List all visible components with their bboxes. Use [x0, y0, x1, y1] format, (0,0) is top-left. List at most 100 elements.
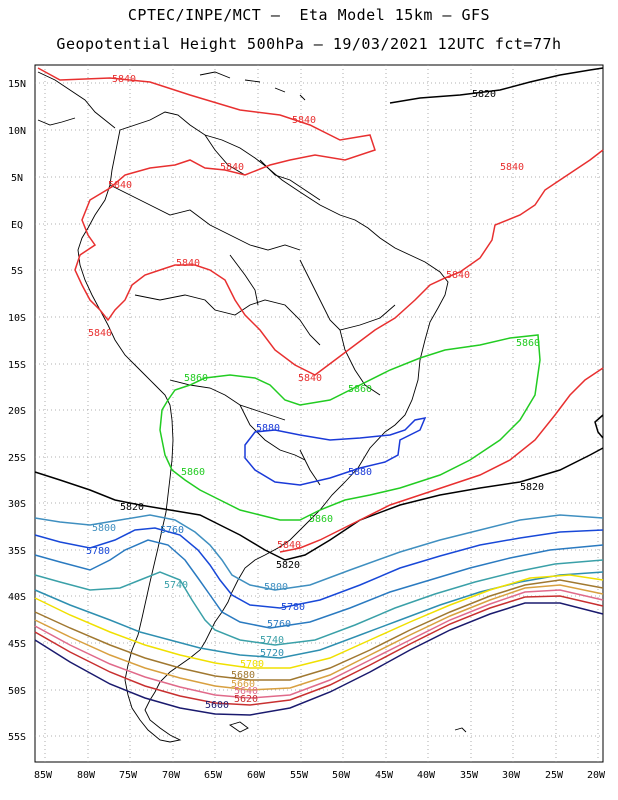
lon-label: 20W: [587, 770, 606, 781]
contour-label-5840: 5840: [88, 328, 112, 339]
lon-label: 55W: [290, 770, 309, 781]
lat-label: 25S: [8, 453, 26, 464]
contour-label-5820: 5820: [120, 502, 144, 513]
lat-label: 15S: [8, 360, 26, 371]
lon-label: 65W: [204, 770, 223, 781]
lat-label: 20S: [8, 406, 26, 417]
contour-label-5840: 5840: [220, 162, 244, 173]
contour-labels: 5840 5840 5840 5840 5840 5840 5840 5840 …: [86, 74, 544, 711]
lat-label: 10S: [8, 313, 26, 324]
lon-label: 75W: [119, 770, 138, 781]
caribbean-islands: [199, 71, 306, 101]
central-america-coastline: [37, 117, 76, 126]
contour-label-5840: 5840: [277, 540, 301, 551]
contour-5780: [34, 527, 604, 609]
lat-label: EQ: [11, 220, 23, 231]
lon-label: 35W: [460, 770, 479, 781]
contour-label-5840: 5840: [446, 270, 470, 281]
contour-5700: [34, 574, 604, 669]
lon-label: 80W: [77, 770, 96, 781]
contour-label-5820: 5820: [520, 482, 544, 493]
contour-label-5840: 5840: [108, 180, 132, 191]
contour-5640: [34, 589, 604, 699]
contour-label-5840: 5840: [112, 74, 136, 85]
contour-5880: [244, 416, 427, 486]
country-borders: [109, 184, 301, 251]
contour-label-5780: 5780: [86, 546, 110, 557]
contour-label-5860: 5860: [181, 467, 205, 478]
contour-label-5700: 5700: [240, 659, 264, 670]
lon-label: 70W: [162, 770, 181, 781]
lon-label: 40W: [417, 770, 436, 781]
contour-label-5820: 5820: [276, 560, 300, 571]
contour-label-5620: 5620: [234, 694, 258, 705]
contour-label-5660: 5660: [231, 679, 255, 690]
contour-label-5860: 5860: [348, 384, 372, 395]
contour-label-5880: 5880: [256, 423, 280, 434]
country-borders: [204, 134, 246, 176]
contour-label-5860: 5860: [184, 373, 208, 384]
lat-label: 10N: [8, 126, 26, 137]
contour-label-5820: 5820: [472, 89, 496, 100]
latitude-labels: 15N 10N 5N EQ 5S 10S 15S 20S 25S 30S 35S…: [8, 79, 26, 743]
contour-label-5840: 5840: [298, 373, 322, 384]
lat-label: 45S: [8, 639, 26, 650]
contour-5600: [34, 602, 604, 716]
lat-label: 35S: [8, 546, 26, 557]
lat-label: 5N: [11, 173, 23, 184]
lat-label: 5S: [11, 266, 23, 277]
contour-5660: [34, 584, 604, 691]
contour-label-5760: 5760: [160, 525, 184, 536]
country-borders: [259, 159, 321, 201]
contour-label-5860: 5860: [516, 338, 540, 349]
lat-label: 50S: [8, 686, 26, 697]
contour-label-5840: 5840: [500, 162, 524, 173]
country-borders: [299, 259, 396, 331]
contour-label-5840: 5840: [176, 258, 200, 269]
contour-label-5800: 5800: [264, 582, 288, 593]
lon-label: 85W: [34, 770, 53, 781]
country-borders: [229, 254, 259, 306]
country-borders: [339, 329, 381, 396]
longitude-labels: 85W 80W 75W 70W 65W 60W 55W 50W 45W 40W …: [34, 770, 606, 781]
contour-label-5640: 5640: [234, 686, 258, 697]
lat-label: 30S: [8, 499, 26, 510]
country-borders: [299, 449, 321, 486]
country-borders: [169, 379, 286, 421]
contour-5680: [34, 579, 604, 681]
south-america-coastline: [77, 111, 449, 743]
lon-label: 60W: [247, 770, 266, 781]
contour-label-5600: 5600: [205, 700, 229, 711]
contour-label-5880: 5880: [348, 467, 372, 478]
contour-5840-north: [37, 67, 604, 376]
falkland-islands: [228, 721, 249, 733]
contour-5820-north: [389, 67, 604, 104]
lat-label: 15N: [8, 79, 26, 90]
lat-label: 40S: [8, 592, 26, 603]
contour-label-5780: 5780: [281, 602, 305, 613]
contour-label-5860: 5860: [309, 514, 333, 525]
lat-label: 55S: [8, 732, 26, 743]
contour-5820-south: [34, 447, 604, 561]
contour-label-5740: 5740: [260, 635, 284, 646]
map-title-line-1: CPTEC/INPE/MCT – Eta Model 15km – GFS: [127, 6, 491, 24]
contour-label-5800: 5800: [92, 523, 116, 534]
contour-5740: [34, 559, 604, 646]
contour-5820-east: [594, 414, 604, 439]
lon-label: 50W: [332, 770, 351, 781]
country-borders: [239, 404, 306, 461]
map-title-line-2: Geopotential Height 500hPa – 19/03/2021 …: [56, 35, 562, 53]
lon-label: 30W: [502, 770, 521, 781]
contour-5800: [34, 514, 604, 591]
contour-5840-east: [279, 367, 604, 553]
contour-label-5760: 5760: [267, 619, 291, 630]
south-georgia: [454, 727, 467, 733]
contour-label-5720: 5720: [260, 648, 284, 659]
contour-5760: [34, 539, 604, 629]
central-america-coastline: [37, 71, 116, 129]
contour-label-5680: 5680: [231, 670, 255, 681]
lon-label: 45W: [375, 770, 394, 781]
contour-5860: [159, 334, 541, 521]
contour-lines: [34, 67, 604, 716]
